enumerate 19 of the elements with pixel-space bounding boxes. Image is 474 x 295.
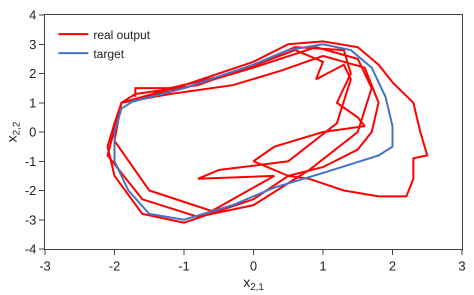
y-tick-label: 3: [29, 36, 36, 52]
x-tick-label: -1: [178, 258, 190, 274]
x-tick-label: 2: [388, 258, 396, 274]
y-tick-label: -4: [24, 242, 36, 257]
y-tick-label: -2: [24, 183, 36, 198]
x-tick-label: -3: [39, 258, 51, 274]
y-tick-label: -1: [24, 154, 36, 169]
x-tick-label: 3: [458, 258, 466, 274]
y-tick-label: 4: [29, 8, 36, 23]
y-tick-label: -3: [24, 212, 36, 228]
x-axis-title: x$_{2,1}$: [243, 274, 264, 293]
y-tick-label: 2: [29, 66, 36, 82]
x-tick-label: 0: [250, 258, 258, 274]
y-tick-label: 1: [29, 95, 36, 110]
x-tick-label: 1: [319, 258, 327, 274]
y-tick-label: 0: [29, 124, 36, 140]
legend-label: target: [93, 46, 125, 61]
x-tick-label: -2: [108, 258, 120, 274]
legend-label: real output: [93, 28, 151, 42]
